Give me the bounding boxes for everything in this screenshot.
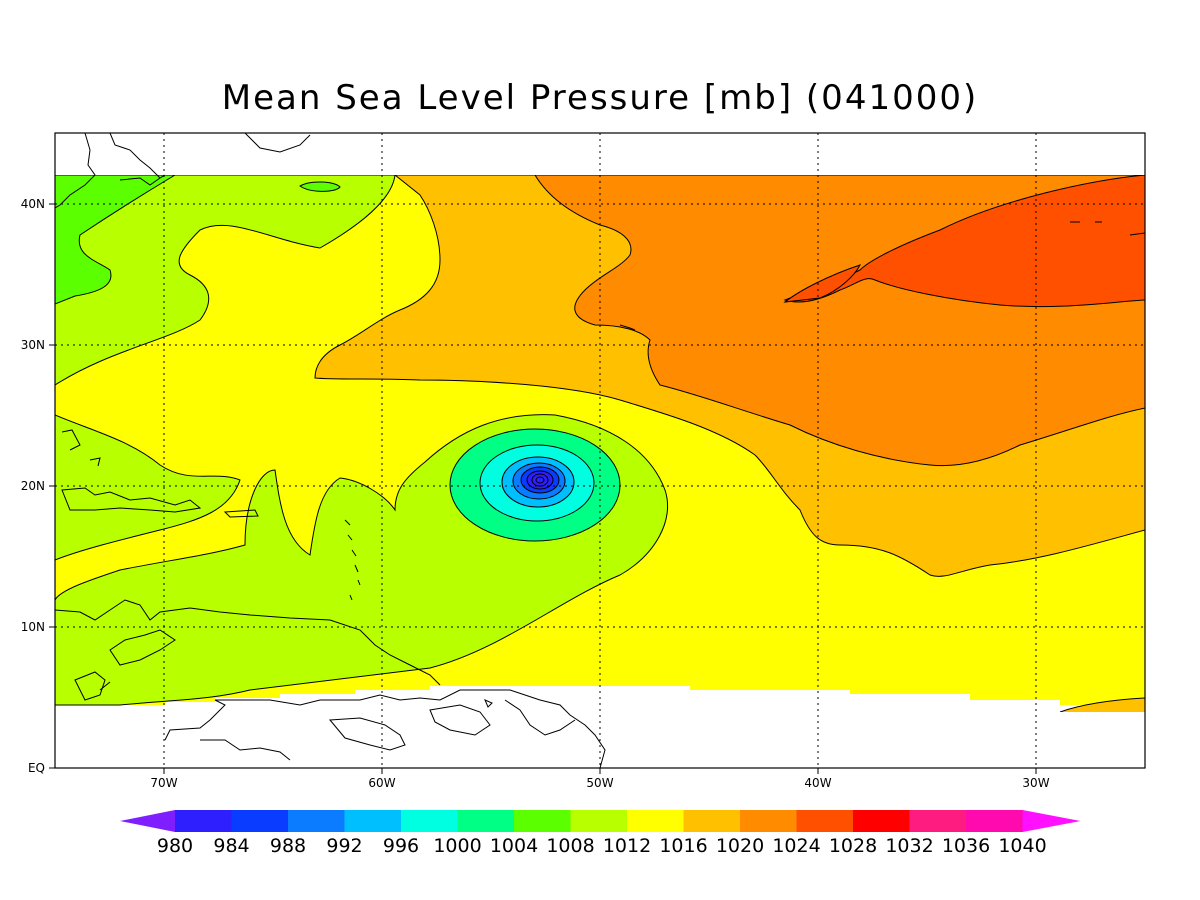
pressure-zone-1020-south	[1059, 697, 1145, 716]
colorbar-swatch	[288, 810, 345, 832]
colorbar-swatch	[966, 810, 1023, 832]
colorbar-label: 1008	[546, 835, 594, 857]
colorbar-label: 1016	[659, 835, 707, 857]
coastlines	[55, 133, 1145, 768]
colorbar-swatch	[853, 810, 910, 832]
map-plot-area	[55, 133, 1145, 768]
colorbar-label: 1040	[998, 835, 1046, 857]
colorbar-label: 1024	[772, 835, 820, 857]
pressure-zone-1028	[783, 174, 1145, 308]
colorbar-swatch	[740, 810, 797, 832]
colorbar-label: 984	[213, 835, 249, 857]
colorbar-swatch	[909, 810, 967, 832]
pressure-zone-1008-dot	[299, 181, 341, 192]
colorbar-swatch	[627, 810, 684, 832]
colorbar-label: 1012	[603, 835, 651, 857]
colorbar-label: 992	[326, 835, 362, 857]
colorbar-label: 1000	[433, 835, 481, 857]
y-tick-label: 30N	[21, 338, 45, 352]
colorbar-label: 1036	[942, 835, 990, 857]
pressure-zone-1012-mid	[55, 414, 241, 561]
colorbar-label: 980	[157, 835, 193, 857]
colorbar-swatch	[514, 810, 571, 832]
y-tick-label: EQ	[28, 761, 45, 775]
low-ring-inner	[535, 476, 545, 484]
colorbar-arrow-low	[120, 810, 175, 832]
colorbar-label: 1028	[829, 835, 877, 857]
colorbar-label: 1004	[490, 835, 538, 857]
colorbar: 980 984 988 992 996 1000 1004 1008 1012 1016 1020 1…	[120, 810, 1081, 857]
map-title: Mean Sea Level Pressure [mb] (041000)	[221, 78, 979, 118]
x-tick-label: 50W	[586, 776, 613, 790]
colorbar-label: 1032	[885, 835, 933, 857]
colorbar-swatch	[683, 810, 741, 832]
colorbar-label: 996	[383, 835, 419, 857]
colorbar-label: 988	[270, 835, 306, 857]
colorbar-swatch	[344, 810, 402, 832]
y-tick-label: 10N	[21, 620, 45, 634]
x-tick-label: 70W	[150, 776, 177, 790]
colorbar-swatch	[457, 810, 515, 832]
pressure-zone-1028-streak	[783, 264, 861, 303]
graticule	[55, 133, 1145, 768]
y-tick-label: 20N	[21, 479, 45, 493]
colorbar-swatch	[796, 810, 854, 832]
pressure-zone-1012	[55, 174, 396, 386]
x-tick-label: 40W	[804, 776, 831, 790]
colorbar-swatch	[175, 810, 232, 832]
colorbar-arrow-high	[1022, 810, 1081, 832]
y-tick-label: 40N	[21, 197, 45, 211]
tick-marks	[49, 203, 1037, 774]
x-tick-label: 60W	[368, 776, 395, 790]
colorbar-swatch	[401, 810, 458, 832]
colorbar-label: 1020	[716, 835, 764, 857]
x-tick-label: 30W	[1022, 776, 1049, 790]
colorbar-swatch	[570, 810, 628, 832]
pressure-zone-1008	[55, 174, 177, 305]
colorbar-swatch	[231, 810, 289, 832]
